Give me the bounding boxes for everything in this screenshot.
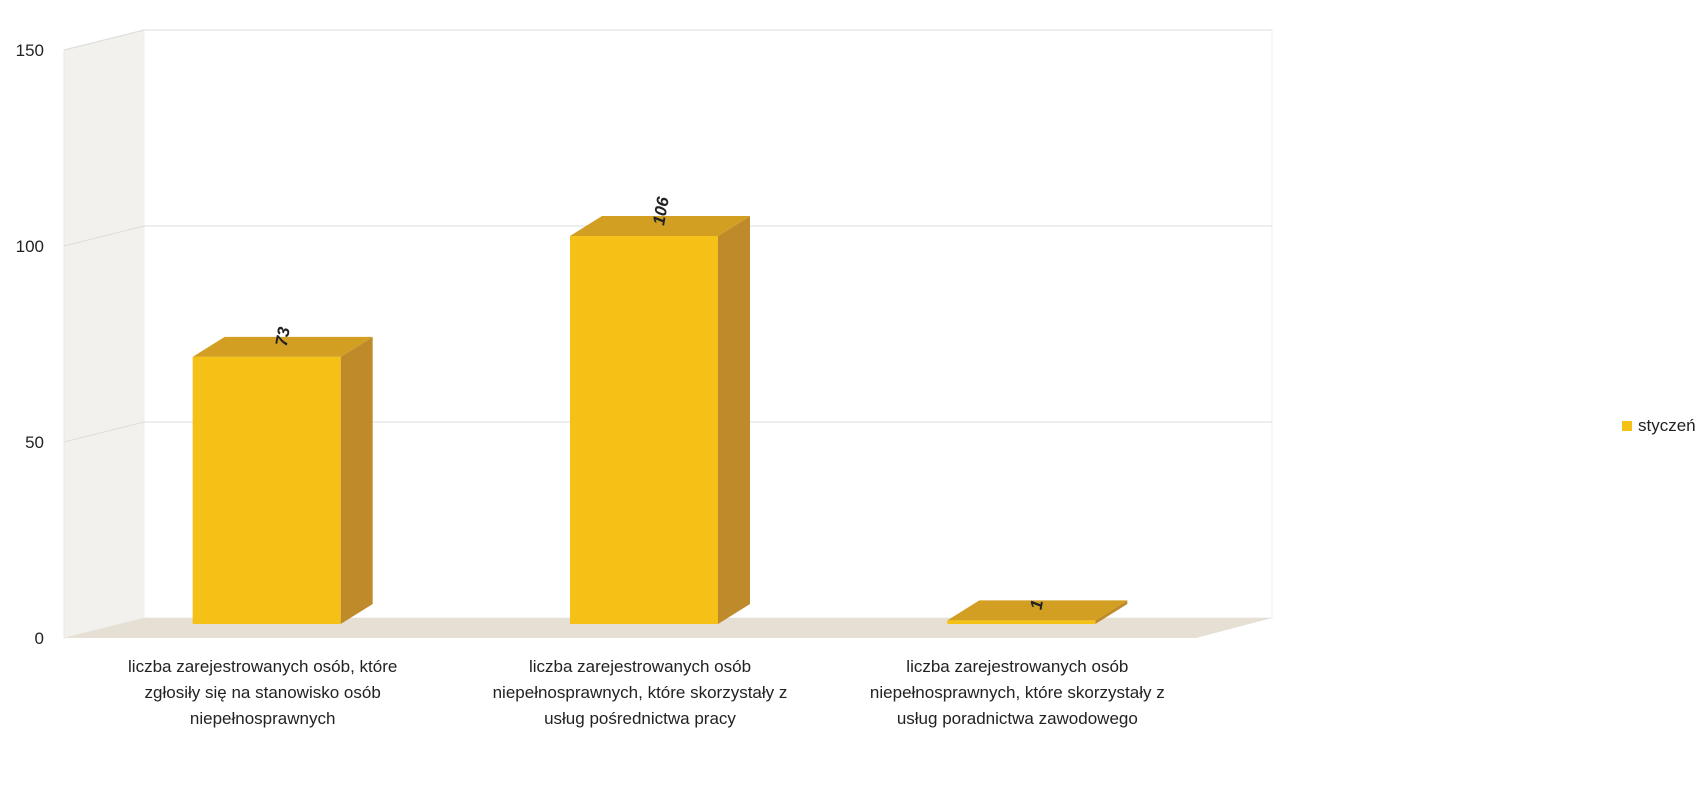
y-tick-label: 100 [16, 237, 44, 256]
category-label-line: usług pośrednictwa pracy [544, 709, 736, 728]
category-label-line: niepełnosprawnych, które skorzystały z [870, 683, 1165, 702]
category-label-line: niepełnosprawnych [190, 709, 336, 728]
category-label-line: liczba zarejestrowanych osób [529, 657, 751, 676]
data-labels: 73 106 1 [272, 195, 1047, 611]
data-label: 73 [272, 325, 294, 347]
bar-side [1095, 600, 1128, 624]
category-label: liczba zarejestrowanych osób niepełnospra… [870, 657, 1165, 728]
bar-top [947, 600, 1128, 621]
y-tick-label: 150 [16, 41, 44, 60]
bar-side [718, 216, 750, 625]
bar-top [570, 216, 750, 237]
bar [947, 600, 1128, 624]
bar [192, 336, 373, 624]
bar [570, 216, 750, 625]
bar-front [192, 356, 341, 624]
y-tick-label: 50 [25, 433, 44, 452]
bar-side [340, 336, 373, 624]
side-wall [63, 29, 145, 639]
y-tick-label: 0 [35, 629, 44, 648]
bar-top [192, 336, 373, 357]
data-label: 106 [649, 195, 673, 227]
gridline-side [63, 225, 145, 247]
legend: styczeń [1622, 416, 1696, 436]
bar-front [570, 236, 718, 625]
category-label-line: zgłosiły się na stanowisko osób [145, 683, 381, 702]
bars [192, 216, 1128, 625]
category-label-line: usług poradnictwa zawodowego [897, 709, 1138, 728]
bar-front [947, 620, 1096, 624]
category-label: liczba zarejestrowanych osób, które zgłos… [128, 657, 397, 728]
category-label-line: liczba zarejestrowanych osób [906, 657, 1128, 676]
legend-label: styczeń [1638, 416, 1696, 435]
y-axis-ticks: 0 50 100 150 [16, 41, 44, 648]
gridline-side [63, 421, 145, 443]
category-labels: liczba zarejestrowanych osób, które zgłos… [128, 657, 1165, 728]
category-label-line: niepełnosprawnych, które skorzystały z [493, 683, 788, 702]
category-label: liczba zarejestrowanych osób niepełnospra… [493, 657, 788, 728]
gridline-side [63, 29, 145, 51]
data-label: 1 [1027, 598, 1047, 611]
category-label-line: liczba zarejestrowanych osób, które [128, 657, 397, 676]
legend-swatch [1622, 421, 1632, 431]
